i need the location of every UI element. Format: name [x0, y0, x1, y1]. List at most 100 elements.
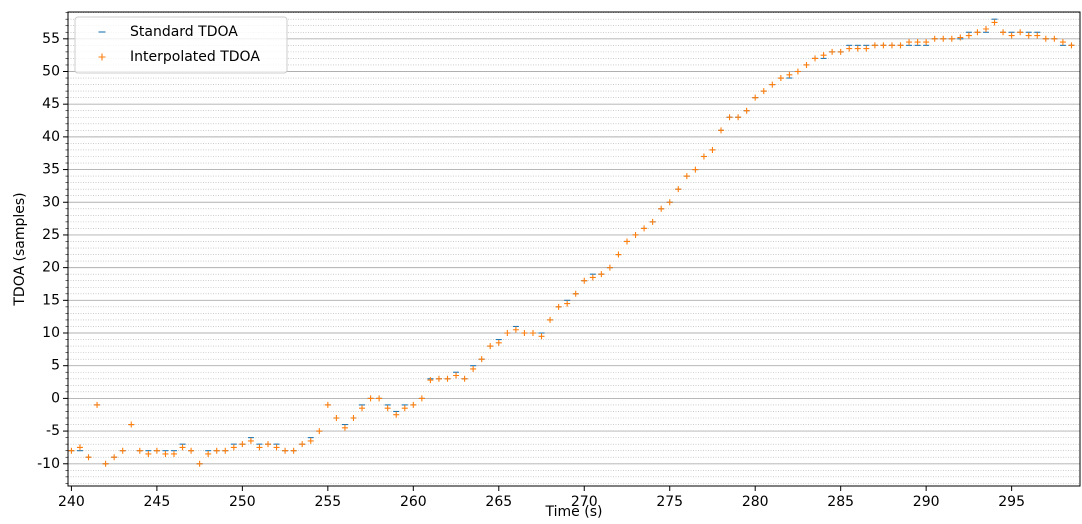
y-tick-label: -10 — [37, 456, 60, 472]
plus-marker — [1034, 32, 1041, 39]
plus-marker — [598, 271, 605, 278]
plus-marker — [735, 114, 742, 121]
x-tick-label: 295 — [998, 494, 1025, 510]
plus-marker — [906, 39, 913, 46]
plus-marker — [880, 42, 887, 49]
plus-marker — [504, 330, 511, 337]
plus-marker — [538, 333, 545, 340]
plus-marker — [1000, 29, 1007, 36]
y-axis-label: TDOA (samples) — [12, 192, 28, 306]
x-tick-label: 280 — [742, 494, 769, 510]
plus-marker — [265, 441, 272, 448]
x-axis-label: Time (s) — [545, 504, 603, 520]
plus-marker — [529, 330, 536, 337]
plus-marker — [1068, 42, 1075, 49]
axes: -10 -5 0 5 10 15 20 25 30 35 40 45 50 55 240 245 250 255 2… — [37, 12, 1025, 510]
plus-marker — [350, 415, 357, 422]
plus-marker — [307, 437, 314, 444]
plus-marker — [666, 199, 673, 206]
y-tick-label: 55 — [42, 31, 60, 47]
legend-label: Standard TDOA — [130, 24, 238, 40]
plus-marker — [128, 421, 135, 428]
plus-marker — [435, 375, 442, 382]
plus-marker — [393, 411, 400, 418]
plus-marker — [239, 441, 246, 448]
plus-marker — [974, 29, 981, 36]
plus-marker — [649, 218, 656, 225]
plus-marker — [564, 300, 571, 307]
plus-marker — [871, 42, 878, 49]
plus-marker — [427, 377, 434, 384]
plus-marker — [700, 153, 707, 160]
plus-marker — [752, 94, 759, 101]
plus-marker — [581, 277, 588, 284]
y-tick-label: 25 — [42, 227, 60, 243]
plus-marker — [153, 447, 160, 454]
x-tick-label: 265 — [485, 494, 512, 510]
plus-marker — [675, 186, 682, 193]
plus-marker — [555, 303, 562, 310]
plus-marker — [119, 447, 126, 454]
plus-marker — [230, 444, 237, 451]
plus-marker — [359, 405, 366, 412]
plus-marker — [401, 405, 408, 412]
legend-box — [74, 16, 288, 74]
grid — [68, 12, 1080, 484]
plus-marker — [623, 238, 630, 245]
plus-marker — [324, 401, 331, 408]
y-tick-label: 45 — [42, 96, 60, 112]
plus-marker — [487, 343, 494, 350]
legend-label: Interpolated TDOA — [130, 49, 260, 65]
plus-marker — [384, 405, 391, 412]
y-tick-label: 50 — [42, 63, 60, 79]
plus-marker — [897, 42, 904, 49]
plus-marker — [367, 395, 374, 402]
x-tick-label: 255 — [314, 494, 341, 510]
plus-marker — [940, 35, 947, 42]
plus-marker — [658, 205, 665, 212]
plus-marker — [418, 395, 425, 402]
plus-marker — [316, 428, 323, 435]
plus-marker — [256, 444, 263, 451]
plus-marker — [282, 447, 289, 454]
x-tick-label: 290 — [913, 494, 940, 510]
plus-marker — [162, 450, 169, 457]
legend: Standard TDOA Interpolated TDOA — [74, 16, 288, 74]
x-tick-label: 250 — [229, 494, 256, 510]
x-tick-label: 245 — [144, 494, 171, 510]
plus-marker — [470, 365, 477, 372]
plus-marker — [94, 401, 101, 408]
plus-marker — [948, 35, 955, 42]
plus-marker — [914, 39, 921, 46]
plus-marker — [709, 146, 716, 153]
plus-marker — [196, 460, 203, 467]
x-tick-label: 275 — [656, 494, 683, 510]
plus-marker — [478, 356, 485, 363]
plus-marker — [726, 114, 733, 121]
plus-marker — [145, 450, 152, 457]
plus-marker — [273, 444, 280, 451]
y-tick-label: 5 — [51, 358, 60, 374]
plus-marker — [803, 61, 810, 68]
y-tick-label: 20 — [42, 260, 60, 276]
plus-marker — [1017, 29, 1024, 36]
plus-marker — [376, 395, 383, 402]
y-tick-label: 0 — [51, 390, 60, 406]
plus-marker — [247, 437, 254, 444]
plus-marker — [641, 225, 648, 232]
plus-marker — [512, 326, 519, 333]
plus-marker — [965, 32, 972, 39]
plot-frame — [67, 11, 1081, 487]
plus-marker — [547, 316, 554, 323]
plus-marker — [68, 447, 75, 454]
plus-marker — [991, 19, 998, 26]
plus-marker — [213, 447, 220, 454]
plus-marker — [743, 107, 750, 114]
plus-marker — [76, 444, 83, 451]
plus-marker — [453, 372, 460, 379]
plus-marker — [888, 42, 895, 49]
plus-marker — [521, 330, 528, 337]
plus-marker — [718, 127, 725, 134]
plus-marker — [222, 447, 229, 454]
